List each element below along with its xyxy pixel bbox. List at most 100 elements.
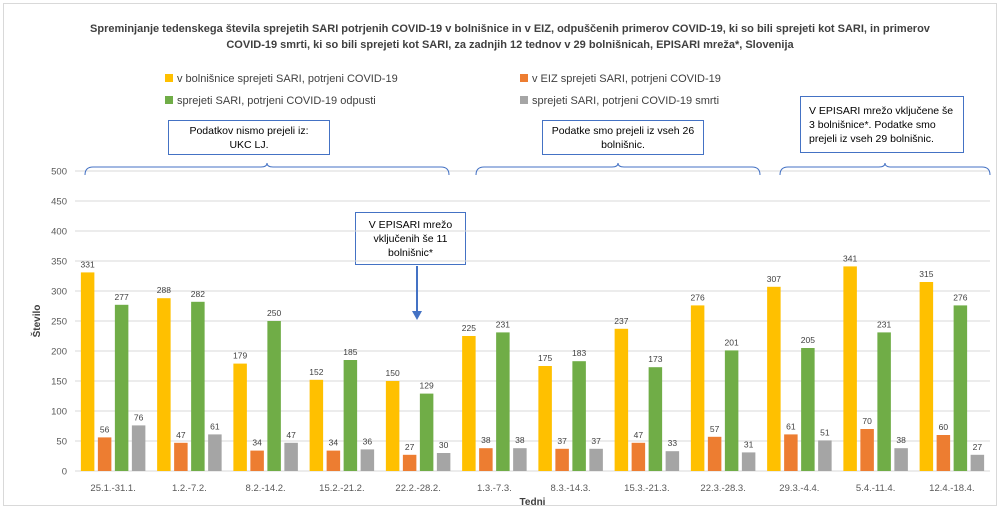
data-label: 201	[725, 337, 739, 347]
y-axis-title: Število	[30, 305, 43, 338]
bar	[385, 381, 400, 471]
bar	[479, 448, 493, 471]
y-tick-label: 100	[51, 407, 67, 418]
data-label: 33	[668, 438, 678, 448]
y-tick-label: 150	[51, 377, 67, 388]
data-label: 47	[176, 430, 186, 440]
data-label: 76	[134, 412, 144, 422]
data-label: 276	[691, 292, 705, 302]
x-tick-label: 15.2.-21.2.	[319, 483, 364, 494]
data-label: 250	[267, 308, 281, 318]
brace	[84, 162, 450, 176]
data-label: 34	[252, 438, 262, 448]
data-label: 307	[767, 274, 781, 284]
data-label: 175	[538, 353, 552, 363]
data-label: 150	[386, 368, 400, 378]
y-tick-label: 200	[51, 347, 67, 358]
bar	[326, 450, 341, 471]
data-label: 185	[343, 347, 357, 357]
bar	[80, 272, 95, 471]
data-label: 37	[557, 436, 567, 446]
bar	[555, 448, 569, 471]
x-tick-label: 25.1.-31.1.	[90, 483, 135, 494]
x-tick-label: 5.4.-11.4.	[856, 483, 895, 494]
bar	[233, 363, 247, 471]
legend-swatch	[165, 74, 173, 82]
bar	[767, 286, 781, 471]
data-label: 152	[309, 367, 323, 377]
data-label: 231	[496, 319, 510, 329]
y-tick-label: 500	[51, 167, 67, 178]
bar	[860, 429, 874, 471]
legend-swatch	[520, 74, 528, 82]
bar	[953, 305, 968, 471]
bar	[496, 332, 510, 471]
bar	[360, 449, 375, 471]
brace	[779, 162, 991, 176]
bar	[724, 350, 739, 471]
bar	[538, 366, 552, 471]
data-label: 231	[877, 319, 891, 329]
data-label: 37	[591, 436, 601, 446]
data-label: 36	[363, 436, 373, 446]
y-tick-label: 300	[51, 287, 67, 298]
bar	[436, 453, 451, 471]
bar	[284, 442, 298, 471]
data-label: 129	[420, 381, 434, 391]
legend-label: sprejeti SARI, potrjeni COVID-19 smrti	[532, 95, 720, 107]
data-label: 51	[820, 427, 830, 437]
data-label: 183	[572, 348, 586, 358]
x-tick-label: 8.3.-14.3.	[551, 483, 591, 494]
bar	[157, 298, 171, 471]
bar	[818, 440, 832, 471]
data-label: 56	[100, 424, 110, 434]
bar	[267, 321, 281, 471]
data-label: 47	[634, 430, 644, 440]
y-tick-label: 450	[51, 197, 67, 208]
x-axis-title: Tedni	[520, 497, 546, 508]
bar	[309, 379, 324, 471]
x-tick-label: 22.2.-28.2.	[395, 483, 440, 494]
bar	[690, 305, 705, 471]
legend-item-discharges: sprejeti SARI, potrjeni COVID-19 odpusti	[165, 94, 376, 108]
data-label: 276	[953, 292, 967, 302]
data-label: 173	[648, 354, 662, 364]
note-missing-data: Podatkov nismo prejeli iz: UKC LJ.	[168, 120, 330, 155]
x-tick-label: 12.4.-18.4.	[929, 483, 974, 494]
x-tick-label: 1.2.-7.2.	[172, 483, 207, 494]
data-label: 225	[462, 323, 476, 333]
bar	[877, 332, 891, 471]
legend-swatch	[520, 96, 528, 104]
bar	[707, 436, 722, 471]
data-label: 30	[439, 440, 449, 450]
data-label: 27	[405, 442, 415, 452]
x-tick-label: 15.3.-21.3.	[624, 483, 669, 494]
x-tick-label: 22.3.-28.3.	[700, 483, 745, 494]
legend-label: sprejeti SARI, potrjeni COVID-19 odpusti	[177, 95, 376, 107]
bar	[419, 393, 434, 471]
bar	[784, 434, 798, 471]
bar	[894, 448, 908, 471]
data-label: 61	[210, 421, 220, 431]
note-added-11-hospitals: V EPISARI mrežo vključenih še 11 bolnišn…	[355, 212, 466, 265]
y-tick-label: 350	[51, 257, 67, 268]
y-tick-label: 250	[51, 317, 67, 328]
x-tick-label: 8.2.-14.2.	[246, 483, 286, 494]
bar	[191, 301, 205, 471]
bar	[936, 435, 951, 471]
bar	[614, 328, 629, 471]
legend-item-icu-admissions: v EIZ sprejeti SARI, potrjeni COVID-19	[520, 72, 721, 86]
data-label: 205	[801, 335, 815, 345]
data-label: 277	[115, 292, 129, 302]
bar	[208, 434, 222, 471]
note-all-26-hospitals: Podatke smo prejeli iz vseh 26 bolnišnic…	[542, 120, 704, 155]
bar	[631, 442, 646, 471]
legend-item-deaths: sprejeti SARI, potrjeni COVID-19 smrti	[520, 94, 719, 108]
x-tick-label: 29.3.-4.4.	[779, 483, 819, 494]
data-label: 237	[614, 316, 628, 326]
legend-label: v EIZ sprejeti SARI, potrjeni COVID-19	[532, 73, 721, 85]
bar	[843, 266, 857, 471]
bar	[250, 450, 264, 471]
legend-item-hospital-admissions: v bolnišnice sprejeti SARI, potrjeni COV…	[165, 72, 398, 86]
